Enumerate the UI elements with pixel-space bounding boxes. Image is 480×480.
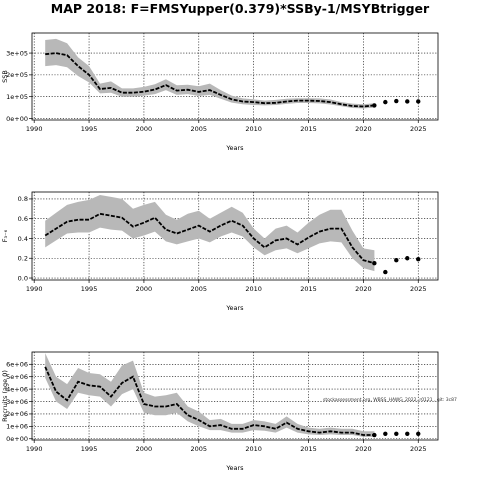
y-tick-label: 2e+06 [6,410,28,418]
y-axis-label: F₃₋₆ [1,229,9,242]
x-tick-label: 2005 [191,125,208,133]
y-tick-label: 1e+06 [6,423,28,431]
x-tick-label: 1990 [26,285,43,293]
x-tick-label: 2000 [136,445,153,453]
x-tick-label: 1990 [26,445,43,453]
confidence-band [45,195,375,272]
x-tick-label: 2010 [245,125,262,133]
x-axis-label: Years [225,464,244,472]
y-tick-label: 0e+00 [6,435,28,443]
projection-point [394,98,399,104]
x-tick-label: 2000 [136,285,153,293]
y-tick-label: 1e+05 [6,93,28,101]
confidence-band [45,38,375,109]
y-tick-label: 0.0 [18,274,28,282]
projection-point [405,99,410,104]
ssb-panel: 1990 1995 2000 2005 2010 2015 2020 2025 0e+00 1e+… [1,32,439,152]
x-tick-label: 2020 [355,285,372,293]
plot-frame [31,191,439,281]
plot-frame [31,351,439,441]
x-axis-label: Years [225,304,244,312]
median-line [44,212,375,265]
x-tick-label: 2005 [191,285,208,293]
projection-point [383,431,388,436]
projection-point [416,99,421,104]
projection-point [416,431,421,436]
projection-point [394,258,399,263]
x-tick-label: 1995 [81,125,98,133]
x-tick-label: 2025 [410,125,427,133]
x-tick-label: 2005 [191,445,208,453]
y-tick-label: 2e+05 [6,71,28,79]
y-tick-label: 0.2 [18,255,28,263]
y-axis-label: Recruits (age 0) [1,370,9,422]
x-tick-label: 1990 [26,125,43,133]
y-tick-label: 3e+05 [6,49,28,57]
x-tick-label: 1995 [81,285,98,293]
x-tick-label: 2020 [355,125,372,133]
projection-point [405,256,410,261]
x-tick-label: 2025 [410,445,427,453]
x-tick-label: 2000 [136,125,153,133]
x-tick-label: 2015 [300,445,317,453]
x-tick-label: 2015 [300,125,317,133]
y-tick-label: 6e+06 [6,361,28,369]
y-tick-label: 0.4 [18,235,28,243]
projection-point [372,103,377,108]
median-line [45,52,375,108]
x-tick-label: 1995 [81,445,98,453]
x-tick-label: 2020 [355,445,372,453]
median-line [44,366,375,436]
projection-point [383,269,388,275]
projection-point [383,99,388,105]
x-tick-label: 2015 [300,285,317,293]
confidence-band [45,353,375,437]
f-panel: 1990 1995 2000 2005 2010 2015 2020 2025 0.0 0.2 0.… [1,191,439,312]
projection-point [372,432,377,438]
projection-point [372,260,377,266]
y-tick-label: 0.8 [18,195,28,203]
rec-panel: 1990 1995 2000 2005 2010 2015 2020 2025 0e+00 1e+… [1,351,457,472]
y-tick-label: 5e+06 [6,373,28,381]
projection-point [405,431,410,436]
chart-title: MAP 2018: F=FMSYupper(0.379)*SSBy-1/MSYB… [50,1,430,16]
x-tick-label: 2025 [410,285,427,293]
x-axis-label: Years [225,144,244,152]
y-tick-label: 0e+00 [6,115,28,123]
watermark-text: stockassessment.org, WBSS_HAWG_2022, r01… [323,397,457,403]
y-tick-label: 4e+06 [6,385,28,393]
y-axis-label: SSB [1,70,9,83]
y-tick-label: 3e+06 [6,398,28,406]
x-tick-label: 2010 [245,285,262,293]
projection-point [394,431,399,436]
x-tick-label: 2010 [245,445,262,453]
plot-frame [31,32,439,121]
y-tick-label: 0.6 [18,215,28,223]
projection-point [416,257,421,262]
